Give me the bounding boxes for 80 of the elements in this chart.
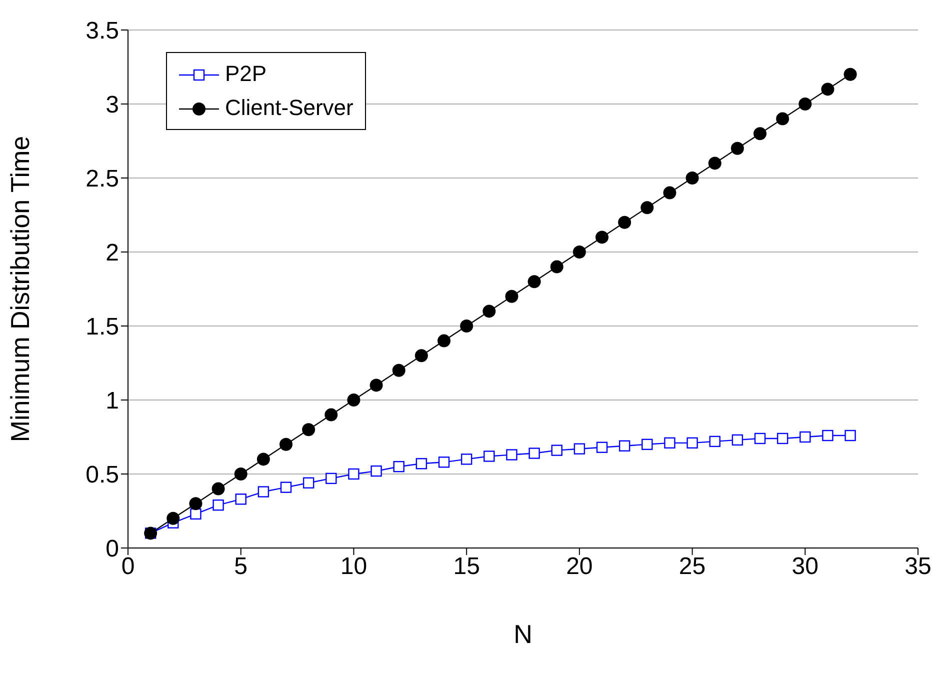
point (664, 437, 676, 449)
point (596, 230, 608, 244)
point (574, 443, 586, 454)
x-tick-label: 10 (340, 553, 368, 580)
point (640, 201, 654, 214)
point (256, 452, 270, 466)
point (393, 461, 404, 472)
x-tick-label: 15 (453, 553, 480, 580)
point (776, 112, 790, 126)
point (392, 364, 406, 377)
point (618, 216, 632, 229)
point (326, 472, 337, 484)
point (258, 486, 270, 498)
y-tick-label: 3 (106, 92, 119, 119)
point (460, 320, 474, 332)
point (212, 499, 224, 511)
y-tick-label: 2.5 (86, 166, 119, 193)
point (528, 448, 540, 459)
point (212, 482, 225, 496)
y-tick-label: 0.5 (86, 462, 119, 489)
point (708, 156, 722, 170)
point (189, 497, 202, 510)
point (438, 456, 450, 468)
point (190, 508, 202, 520)
y-tick-label: 3.5 (86, 18, 119, 45)
point (505, 290, 518, 303)
point (302, 423, 316, 436)
x-tick-label: 25 (678, 553, 706, 580)
point (572, 246, 586, 258)
point (528, 275, 541, 288)
point (776, 432, 788, 444)
point (754, 432, 766, 444)
point (235, 494, 246, 505)
point (798, 98, 812, 110)
point (280, 438, 292, 451)
point (280, 482, 292, 493)
point (709, 436, 720, 448)
point (732, 434, 744, 446)
legend-label: Client-Server (224, 94, 354, 122)
point (234, 468, 248, 480)
point (663, 186, 676, 200)
y-tick-label: 1 (106, 388, 119, 415)
point (416, 458, 428, 470)
point (596, 442, 608, 453)
point (642, 438, 653, 450)
point (324, 408, 338, 422)
point (370, 378, 383, 392)
point (482, 304, 496, 318)
point (347, 394, 360, 406)
x-axis-title: N (514, 619, 532, 649)
point (370, 465, 382, 477)
point (414, 349, 428, 362)
point (302, 477, 314, 488)
point (844, 430, 856, 442)
point (754, 127, 766, 140)
point (550, 260, 564, 274)
point (800, 431, 811, 443)
point (166, 512, 180, 525)
point (844, 68, 857, 81)
x-tick-label: 20 (566, 553, 593, 580)
point (506, 449, 518, 460)
y-tick-label: 1.5 (86, 314, 119, 341)
legend-label: P2P (224, 60, 268, 88)
point (821, 82, 834, 96)
point (438, 334, 450, 348)
x-tick-label: 35 (904, 553, 932, 580)
y-axis-title: Minimum Distribution Time (5, 136, 36, 442)
point (686, 172, 699, 184)
y-tick-label: 0 (106, 536, 119, 563)
y-tick-label: 2 (106, 240, 119, 267)
point (460, 454, 472, 465)
point (551, 444, 562, 456)
x-tick-label: 30 (792, 553, 818, 580)
point (686, 437, 698, 449)
point (730, 142, 744, 155)
point (348, 468, 360, 480)
point (822, 430, 834, 442)
point (618, 440, 630, 452)
point (484, 450, 495, 462)
x-tick-label: 5 (234, 553, 248, 580)
